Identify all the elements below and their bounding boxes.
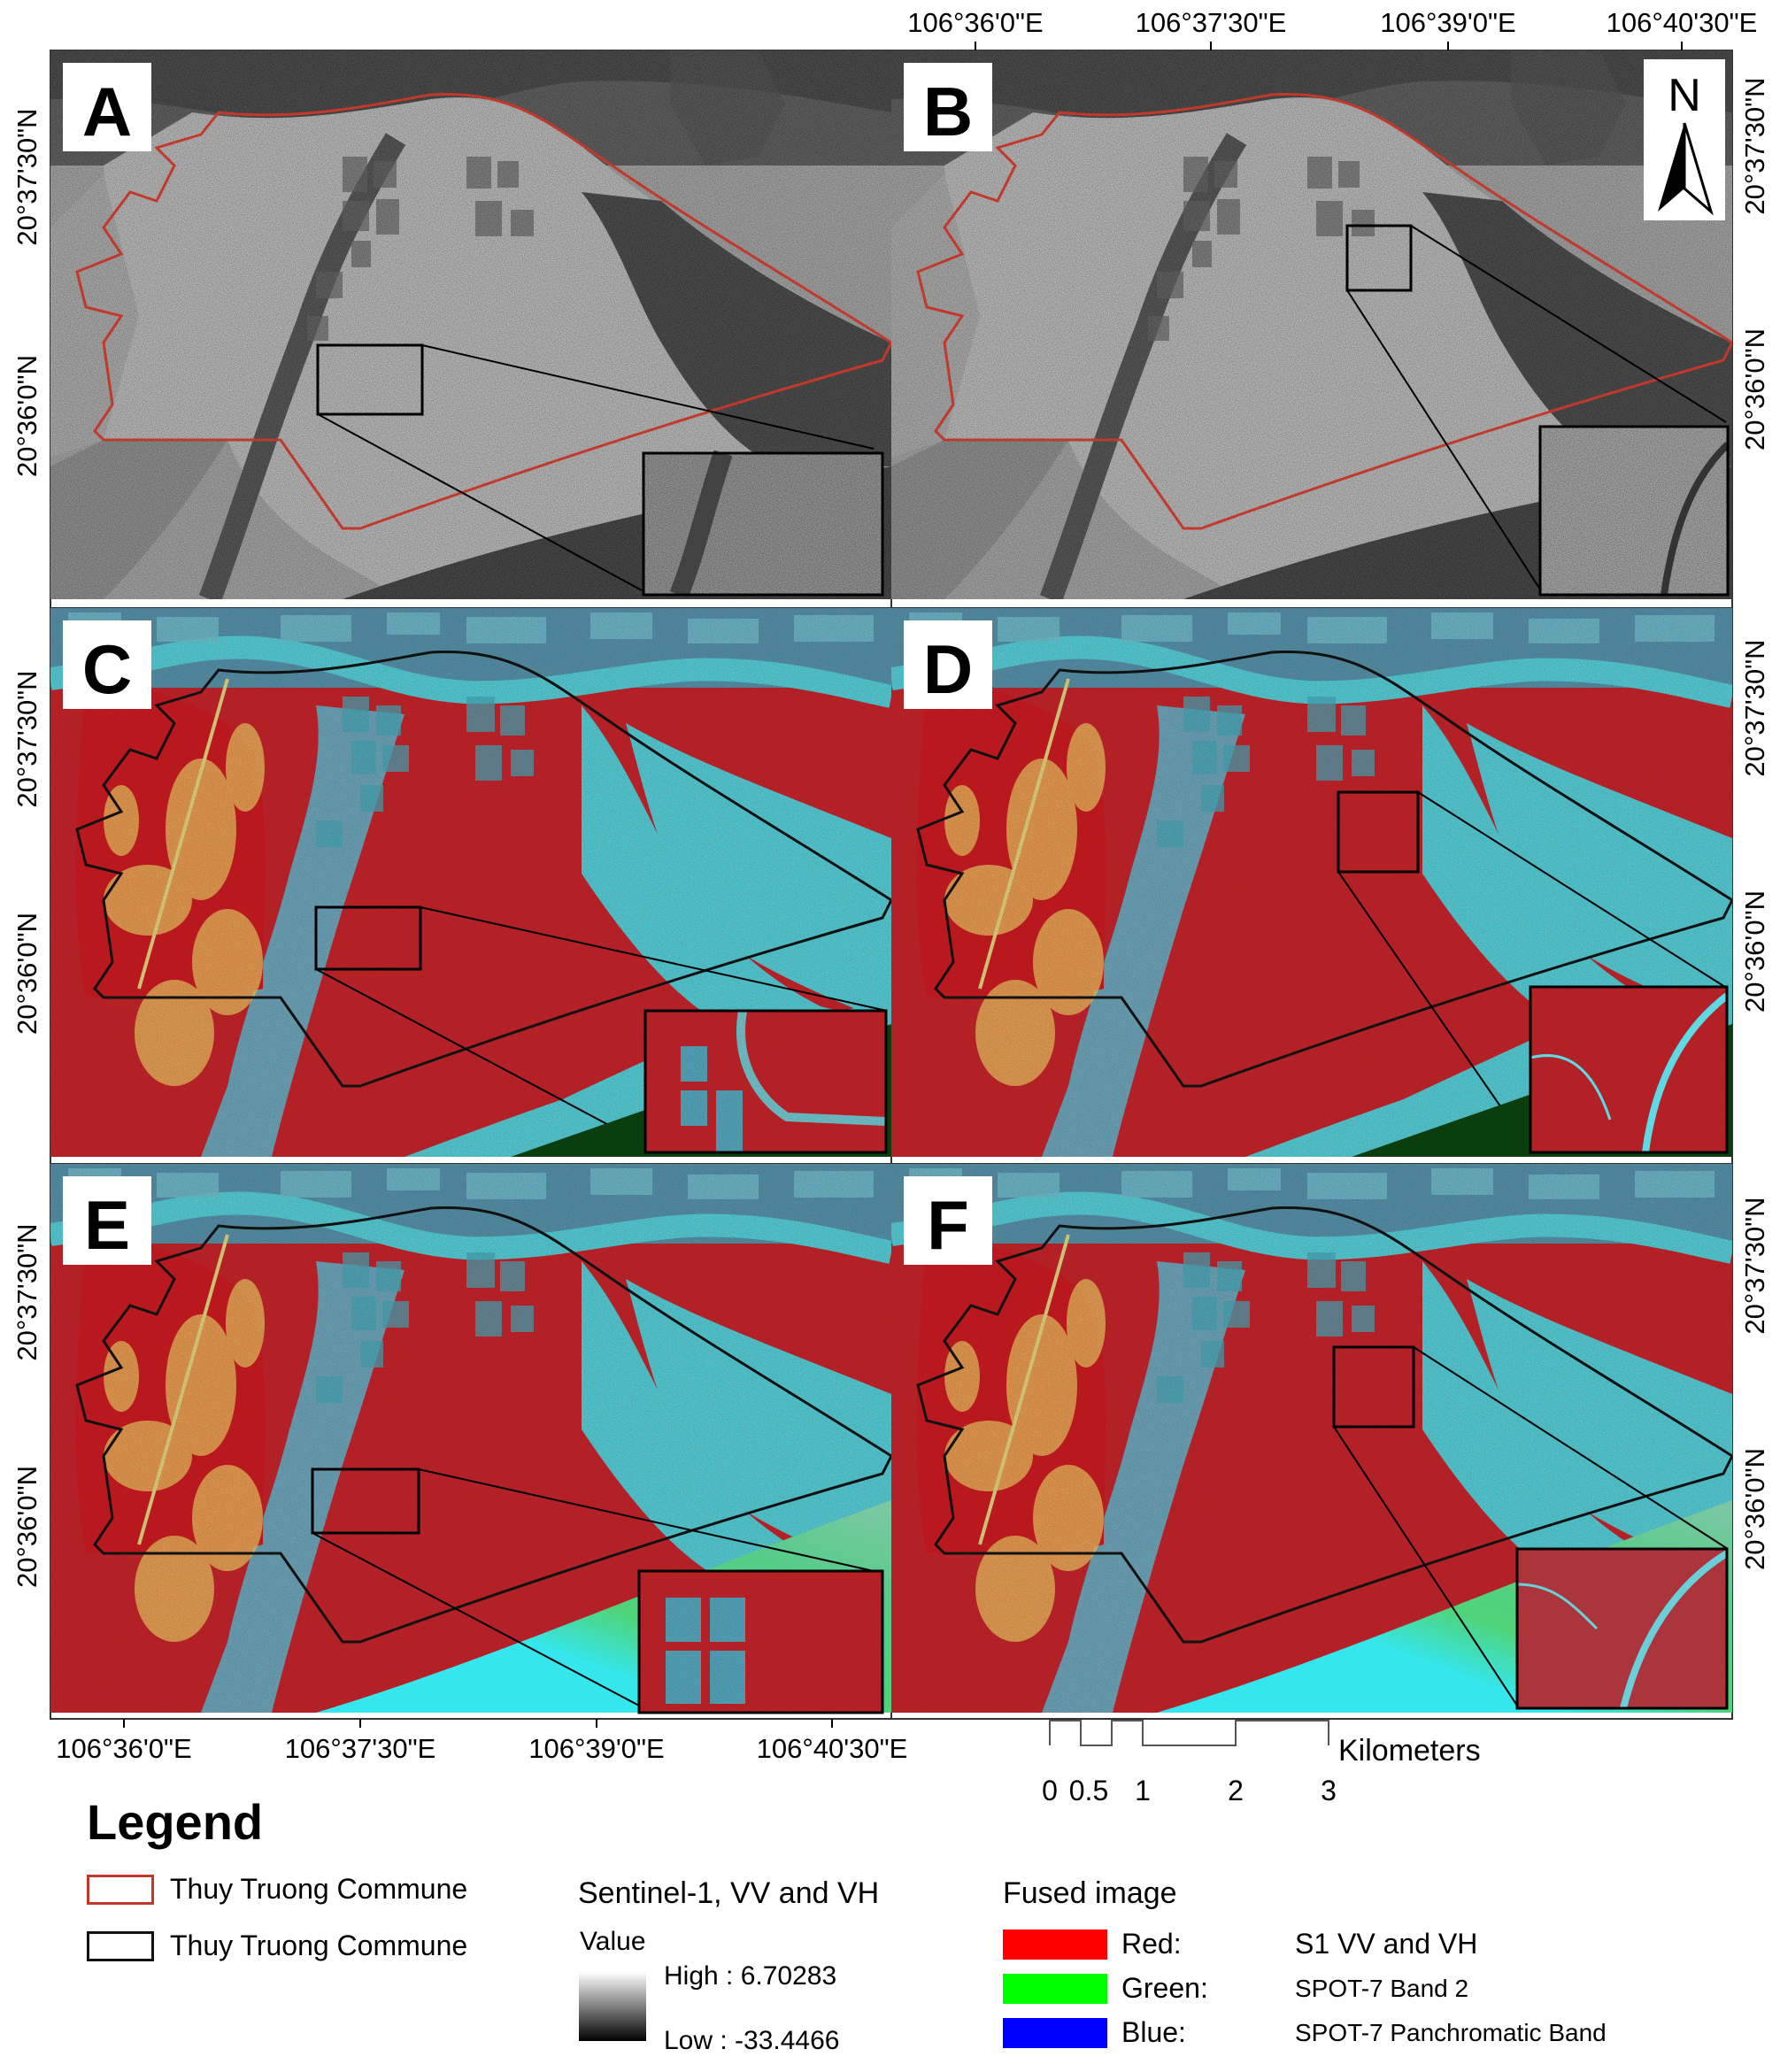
fused-band-green-name: Green:: [1121, 1972, 1208, 2004]
sentinel-legend-title: Sentinel-1, VV and VH: [578, 1876, 880, 1910]
panel-f: F: [891, 1164, 1732, 1713]
scale-tick-2: 2: [1228, 1775, 1244, 1806]
right-latitude-labels: 20°37'30"N 20°36'0"N 20°37'30"N 20°36'0"…: [1739, 77, 1770, 1570]
north-arrow: N: [1644, 59, 1725, 220]
lat-right-f-2: 20°36'0"N: [1739, 1448, 1770, 1570]
fused-band-blue-name: Blue:: [1121, 2016, 1186, 2048]
green-swatch: [1003, 1973, 1107, 2004]
panel-letter-b: B: [923, 73, 973, 150]
lat-right-b-1: 20°37'30"N: [1739, 77, 1770, 214]
lat-left-a-1: 20°37'30"N: [12, 108, 42, 245]
fused-band-red-name: Red:: [1121, 1928, 1182, 1960]
red-swatch: [1003, 1929, 1107, 1960]
panel-a: A: [50, 50, 891, 599]
top-longitude-labels: 106°36'0"E 106°37'30"E 106°39'0"E 106°40…: [907, 7, 1757, 38]
blue-swatch: [1003, 2017, 1107, 2048]
lat-left-e-2: 20°36'0"N: [12, 1466, 42, 1588]
left-latitude-labels: 20°37'30"N 20°36'0"N 20°37'30"N 20°36'0"…: [12, 108, 42, 1588]
panel-letter-f: F: [927, 1186, 969, 1264]
panel-b: B N: [891, 50, 1732, 599]
fused-band-blue-desc: SPOT-7 Panchromatic Band: [1295, 2018, 1607, 2046]
red-outline-swatch: [87, 1874, 154, 1905]
panel-e: E: [50, 1164, 891, 1714]
legend-title: Legend: [87, 1794, 264, 1850]
panel-letter-a: A: [82, 73, 132, 150]
scale-tick-0-5: 0.5: [1069, 1775, 1108, 1806]
lon-label-top-1: 106°36'0"E: [907, 7, 1043, 38]
bottom-longitude-labels: 106°36'0"E 106°37'30"E 106°39'0"E 106°40…: [56, 1733, 907, 1764]
scale-tick-3: 3: [1321, 1775, 1337, 1806]
scale-bar: [1049, 1720, 1329, 1746]
panel-c: C: [50, 608, 891, 1157]
fused-band-red-desc: S1 VV and VH: [1295, 1928, 1478, 1960]
lat-left-c-1: 20°37'30"N: [12, 670, 42, 807]
scale-tick-0: 0: [1042, 1775, 1058, 1806]
scale-bar-ticks: 0 0.5 1 2 3: [1042, 1775, 1337, 1806]
fused-band-green: Green: SPOT-7 Band 2: [1003, 1972, 1468, 2005]
lat-right-b-2: 20°36'0"N: [1739, 328, 1770, 451]
lon-label-top-4: 106°40'30"E: [1607, 7, 1758, 38]
lat-left-e-1: 20°37'30"N: [12, 1223, 42, 1360]
legend-commune-red: Thuy Truong Commune: [87, 1873, 467, 1906]
legend-commune-black: Thuy Truong Commune: [87, 1930, 467, 1962]
fused-band-red: Red: S1 VV and VH: [1003, 1928, 1477, 1960]
lat-right-d-1: 20°37'30"N: [1739, 639, 1770, 776]
lat-left-a-2: 20°36'0"N: [12, 355, 42, 477]
lon-label-bottom-3: 106°39'0"E: [528, 1733, 664, 1764]
panel-letter-c: C: [82, 630, 132, 708]
sentinel-high-label: High : 6.70283: [664, 1961, 837, 1991]
fused-band-green-desc: SPOT-7 Band 2: [1295, 1974, 1469, 2002]
fused-band-blue: Blue: SPOT-7 Panchromatic Band: [1003, 2016, 1607, 2049]
lon-label-bottom-4: 106°40'30"E: [757, 1733, 908, 1764]
panel-letter-e: E: [84, 1186, 130, 1264]
scale-tick-1: 1: [1135, 1775, 1151, 1806]
sentinel-low-label: Low : -33.4466: [664, 2026, 840, 2055]
lat-left-c-2: 20°36'0"N: [12, 913, 42, 1035]
panel-letter-d: D: [923, 630, 973, 708]
lat-right-f-1: 20°37'30"N: [1739, 1197, 1770, 1334]
black-outline-swatch: [87, 1930, 154, 1961]
lon-label-bottom-1: 106°36'0"E: [56, 1733, 191, 1764]
legend-commune-black-label: Thuy Truong Commune: [170, 1930, 468, 1961]
scale-unit-label: Kilometers: [1338, 1734, 1481, 1768]
lon-label-bottom-2: 106°37'30"E: [285, 1733, 436, 1764]
legend-commune-red-label: Thuy Truong Commune: [170, 1873, 468, 1905]
panel-d: D: [891, 608, 1732, 1157]
lon-label-top-3: 106°39'0"E: [1380, 7, 1515, 38]
lat-right-d-2: 20°36'0"N: [1739, 890, 1770, 1013]
lon-label-top-2: 106°37'30"E: [1136, 7, 1287, 38]
fused-legend-title: Fused image: [1003, 1876, 1177, 1910]
sentinel-value-label: Value: [580, 1927, 646, 1956]
sentinel-color-ramp: [579, 1972, 646, 2041]
north-arrow-label: N: [1668, 70, 1701, 121]
